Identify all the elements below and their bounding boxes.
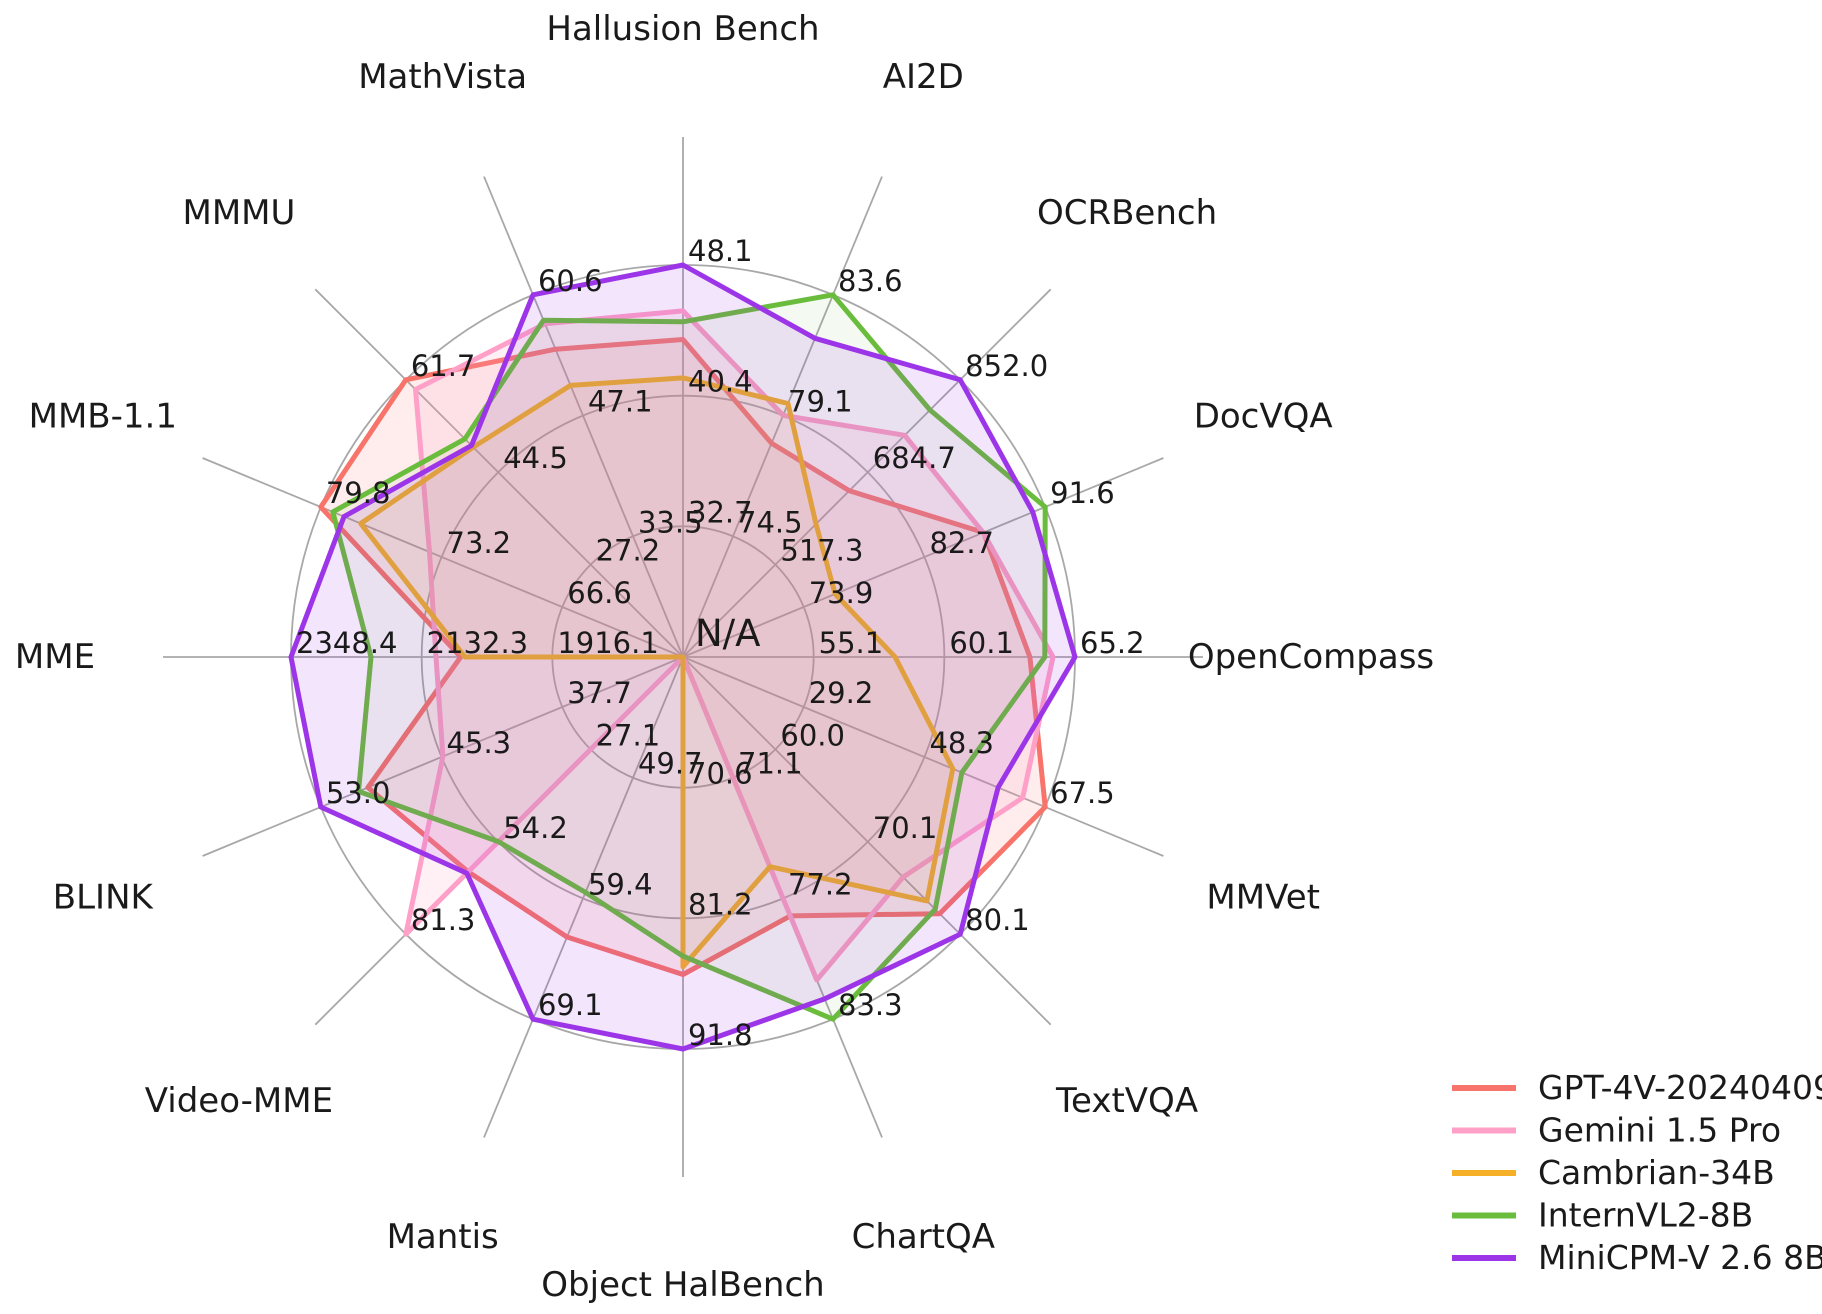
axis-tick-label: 1916.1 <box>557 626 658 660</box>
axis-tick-label: 71.1 <box>738 747 803 781</box>
axis-tick-label: 77.2 <box>788 867 853 901</box>
axis-tick-label: 48.3 <box>929 726 994 760</box>
axis-title: MMMU <box>182 193 295 233</box>
axis-title: ChartQA <box>852 1217 995 1257</box>
axis-tick-label: 66.6 <box>567 576 632 610</box>
radar-labels: 32.7 40.4 48.1 Hallusion Bench 74.5 79.1 83.6 A… <box>15 9 1434 1305</box>
axis-tick-label: 684.7 <box>873 441 956 475</box>
radar-spoke <box>682 457 1164 658</box>
axis-tick-label: 49.7 <box>638 747 703 781</box>
axis-tick-label: 69.1 <box>538 988 603 1022</box>
axis-tick-label: 33.5 <box>638 505 703 539</box>
axis-tick-label: 91.6 <box>1050 476 1115 510</box>
axis-title: Mantis <box>387 1217 499 1257</box>
center-na-label: N/A <box>695 612 760 655</box>
axis-tick-label: 73.9 <box>809 576 874 610</box>
axis-tick-label: 81.3 <box>411 903 476 937</box>
series-polygon-cambrian-34b <box>358 375 956 970</box>
legend-item: GPT-4V-20240409 <box>1452 1068 1822 1107</box>
axis-title: Video-MME <box>145 1081 333 1121</box>
axis-tick-label: 59.4 <box>588 867 653 901</box>
radar-spoke <box>682 288 1052 658</box>
axis-tick-label: 55.1 <box>819 626 884 660</box>
axis-tick-label: 79.1 <box>788 385 853 419</box>
radar-spoke <box>202 457 684 658</box>
axis-tick-label: 83.3 <box>838 988 903 1022</box>
axis-tick-label: 53.0 <box>326 776 391 810</box>
legend-label: Gemini 1.5 Pro <box>1538 1111 1781 1150</box>
axis-title: Hallusion Bench <box>546 9 819 49</box>
axis-title: AI2D <box>883 57 964 97</box>
axis-tick-label: 80.1 <box>965 903 1030 937</box>
axis-tick-label: 73.2 <box>447 526 512 560</box>
legend-label: GPT-4V-20240409 <box>1538 1068 1822 1107</box>
axis-tick-label: 65.2 <box>1080 626 1145 660</box>
axis-tick-label: 54.2 <box>503 811 568 845</box>
axis-tick-label: 27.2 <box>596 534 661 568</box>
radar-spoke <box>682 656 1164 857</box>
axis-tick-label: 81.2 <box>688 887 753 921</box>
axis-tick-label: 29.2 <box>809 676 874 710</box>
radar-spoke <box>682 656 1052 1026</box>
legend-label: InternVL2-8B <box>1538 1196 1753 1235</box>
axis-tick-label: 83.6 <box>838 264 903 298</box>
axis-title: MMVet <box>1206 877 1320 917</box>
axis-title: MME <box>15 637 95 677</box>
axis-tick-label: 70.1 <box>873 811 938 845</box>
axis-tick-label: 45.3 <box>447 726 512 760</box>
axis-tick-label: 27.1 <box>596 718 661 752</box>
axis-tick-label: 91.8 <box>688 1018 753 1052</box>
series-polygon-minicpm-v-2-6-8b <box>288 262 1078 1052</box>
axis-tick-label: 517.3 <box>780 534 863 568</box>
radar-spoke <box>314 288 684 658</box>
legend-item: Gemini 1.5 Pro <box>1452 1111 1781 1150</box>
axis-tick-label: 61.7 <box>411 349 476 383</box>
axis-title: TextVQA <box>1055 1081 1198 1121</box>
axis-tick-label: 60.6 <box>538 264 603 298</box>
axis-tick-label: 60.1 <box>949 626 1014 660</box>
axis-tick-label: 37.7 <box>567 676 632 710</box>
axis-tick-label: 47.1 <box>588 385 653 419</box>
axis-tick-label: 74.5 <box>738 505 803 539</box>
axis-title: OCRBench <box>1037 193 1217 233</box>
axis-title: Object HalBench <box>541 1265 824 1305</box>
axis-tick-label: 67.5 <box>1050 776 1115 810</box>
legend-item: InternVL2-8B <box>1452 1196 1753 1235</box>
radar-spoke <box>483 656 684 1138</box>
axis-tick-label: 32.7 <box>688 495 753 529</box>
axis-title: MMB-1.1 <box>29 397 177 437</box>
radar-spoke <box>483 176 684 658</box>
axis-tick-label: 40.4 <box>688 365 753 399</box>
legend-label: Cambrian-34B <box>1538 1153 1775 1192</box>
axis-title: OpenCompass <box>1188 637 1434 677</box>
axis-tick-label: 79.8 <box>326 476 391 510</box>
axis-tick-label: 82.7 <box>929 526 994 560</box>
legend: GPT-4V-20240409 Gemini 1.5 ProCambrian-34… <box>1452 1068 1822 1277</box>
axis-tick-label: 60.0 <box>780 718 845 752</box>
radar-series <box>288 262 1078 1052</box>
axis-tick-label: 48.1 <box>688 234 753 268</box>
axis-title: DocVQA <box>1194 397 1333 437</box>
legend-label: MiniCPM-V 2.6 8B <box>1538 1238 1822 1277</box>
axis-tick-label: 852.0 <box>965 349 1048 383</box>
axis-tick-label: 2132.3 <box>427 626 528 660</box>
axis-title: MathVista <box>358 57 527 97</box>
legend-item: MiniCPM-V 2.6 8B <box>1452 1238 1822 1277</box>
axis-tick-label: 70.6 <box>688 757 753 791</box>
series-polygon-internvl2-8b <box>330 292 1048 1022</box>
legend-item: Cambrian-34B <box>1452 1153 1775 1192</box>
axis-tick-label: 2348.4 <box>296 626 397 660</box>
axis-title: BLINK <box>53 877 155 917</box>
axis-tick-label: 44.5 <box>503 441 568 475</box>
